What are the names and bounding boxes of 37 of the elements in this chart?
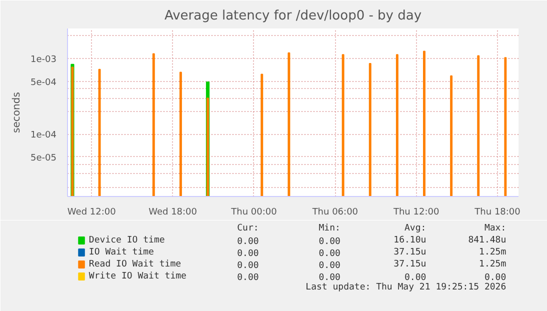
text: 0.00 [237,237,259,247]
legend-label: Device IO time [88,236,165,246]
text: 1.25m [479,260,506,270]
text: Avg: [404,224,426,234]
text: 0.00 [318,237,340,247]
x-tick-label: Wed 12:00 [67,208,116,218]
legend-label: Write IO Wait time [88,272,186,282]
text: Max: [484,224,506,234]
y-tick-label: 5e-04 [30,78,57,88]
text: 37.15u [394,260,426,270]
y-tick-label: 1e-03 [30,55,57,66]
x-tick-label: Thu 12:00 [392,208,440,218]
x-tick-label: Thu 06:00 [311,208,358,218]
x-tick-label: Thu 18:00 [474,208,521,218]
x-tick-label: Wed 18:00 [148,208,198,218]
legend-label: Read IO Wait time [88,260,182,270]
text: 0.00 [318,273,340,283]
y-tick-label: 1e-04 [30,130,57,141]
text: 0.00 [484,273,506,283]
y-tick-label: 5e-05 [30,153,57,164]
text: 0.00 [318,249,340,259]
text: 0.00 [237,249,259,259]
text: Cur: [237,224,259,234]
legend-label: IO Wait time [88,248,154,258]
text: 841.48u [468,236,506,246]
text: Min: [318,224,340,234]
text: 0.00 [237,261,259,271]
text: 1.25m [479,248,506,258]
text: 0.00 [404,273,426,283]
text: 0.00 [237,273,259,283]
text: 16.10u [394,236,426,246]
text: 0.00 [318,261,340,271]
chart-title: Average latency for /dev/loop0 - by day [164,8,422,24]
text: 37.15u [394,248,426,258]
text: Last update: Thu May 21 19:25:15 2026 [306,282,506,292]
y-axis-title: seconds [12,92,23,133]
x-tick-label: Thu 00:00 [230,208,278,218]
